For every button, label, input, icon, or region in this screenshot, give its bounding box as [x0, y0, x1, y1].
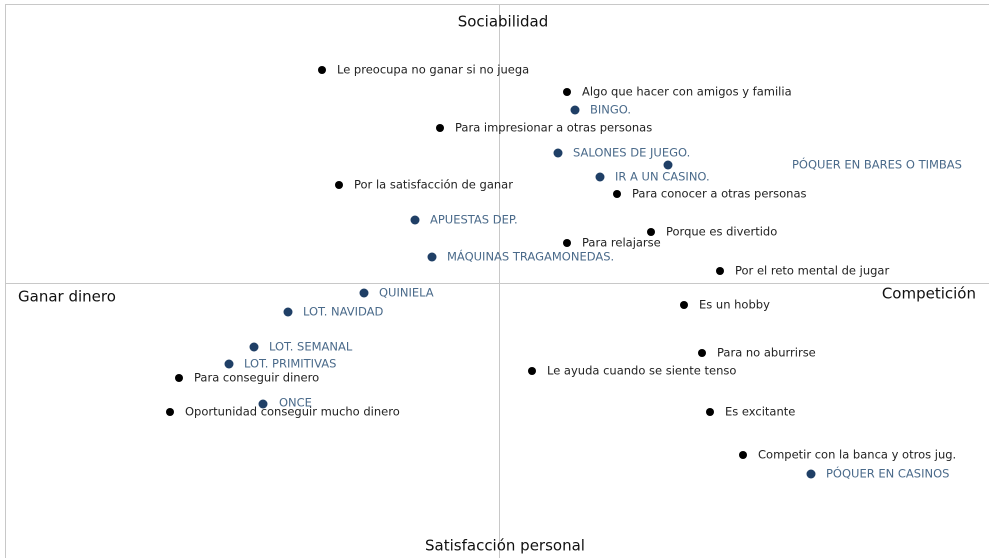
game-label: PÓQUER EN BARES O TIMBAS	[792, 157, 962, 172]
game-label: QUINIELA	[379, 286, 434, 300]
motivation-dot	[166, 408, 174, 416]
axis-label-left: Ganar dinero	[18, 288, 116, 306]
motivation-dot	[436, 124, 444, 132]
motivation-dot	[175, 374, 183, 382]
game-dot	[427, 252, 437, 262]
axis-label-bottom: Satisfacción personal	[425, 537, 585, 555]
game-label: PÓQUER EN CASINOS	[826, 466, 949, 481]
game-label: LOT. PRIMITIVAS	[244, 357, 336, 371]
game-dot	[663, 160, 673, 170]
game-dot	[359, 288, 369, 298]
game-label: BINGO.	[590, 103, 631, 117]
game-dot	[553, 148, 563, 158]
game-dot	[570, 105, 580, 115]
motivation-label: Para conocer a otras personas	[632, 187, 807, 201]
motivation-dot	[647, 228, 655, 236]
motivation-dot	[706, 408, 714, 416]
motivation-dot	[613, 190, 621, 198]
motivation-dot	[698, 349, 706, 357]
game-dot	[258, 399, 268, 409]
motivation-dot	[335, 181, 343, 189]
game-dot	[224, 359, 234, 369]
motivation-label: Algo que hacer con amigos y familia	[582, 85, 792, 99]
motivation-dot	[563, 88, 571, 96]
game-dot	[806, 469, 816, 479]
motivation-dot	[528, 367, 536, 375]
motivation-label: Para relajarse	[582, 236, 661, 250]
game-dot	[249, 342, 259, 352]
motivation-label: Oportunidad conseguir mucho dinero	[185, 405, 400, 419]
motivation-label: Competir con la banca y otros jug.	[758, 448, 956, 462]
frame	[5, 4, 989, 558]
motivation-label: Para no aburrirse	[717, 346, 816, 360]
game-label: LOT. NAVIDAD	[303, 305, 384, 319]
motivation-label: Le ayuda cuando se siente tenso	[547, 364, 736, 378]
motivation-label: Para conseguir dinero	[194, 371, 319, 385]
game-label: SALONES DE JUEGO.	[573, 146, 690, 160]
motivation-label: Es excitante	[725, 405, 795, 419]
game-dot	[283, 307, 293, 317]
game-dot	[410, 215, 420, 225]
motivation-dot	[318, 66, 326, 74]
axis-label-top: Sociabilidad	[458, 13, 549, 31]
motivation-label: Porque es divertido	[666, 225, 777, 239]
game-label: APUESTAS DEP.	[430, 213, 518, 227]
motivation-label: Por el reto mental de jugar	[735, 264, 889, 278]
motivation-label: Es un hobby	[699, 298, 770, 312]
motivation-label: Para impresionar a otras personas	[455, 121, 652, 135]
motivation-label: Por la satisfacción de ganar	[354, 178, 513, 192]
game-dot	[595, 172, 605, 182]
motivation-dot	[739, 451, 747, 459]
game-label: IR A UN CASINO.	[615, 170, 710, 184]
game-label: ONCE	[279, 396, 312, 410]
motivation-label: Le preocupa no ganar si no juega	[337, 63, 529, 77]
motivation-dot	[716, 267, 724, 275]
game-label: LOT. SEMANAL	[269, 340, 353, 354]
axis-label-right: Competición	[882, 285, 976, 303]
motivation-dot	[680, 301, 688, 309]
motivation-dot	[563, 239, 571, 247]
game-label: MÁQUINAS TRAGAMONEDAS.	[447, 249, 614, 264]
